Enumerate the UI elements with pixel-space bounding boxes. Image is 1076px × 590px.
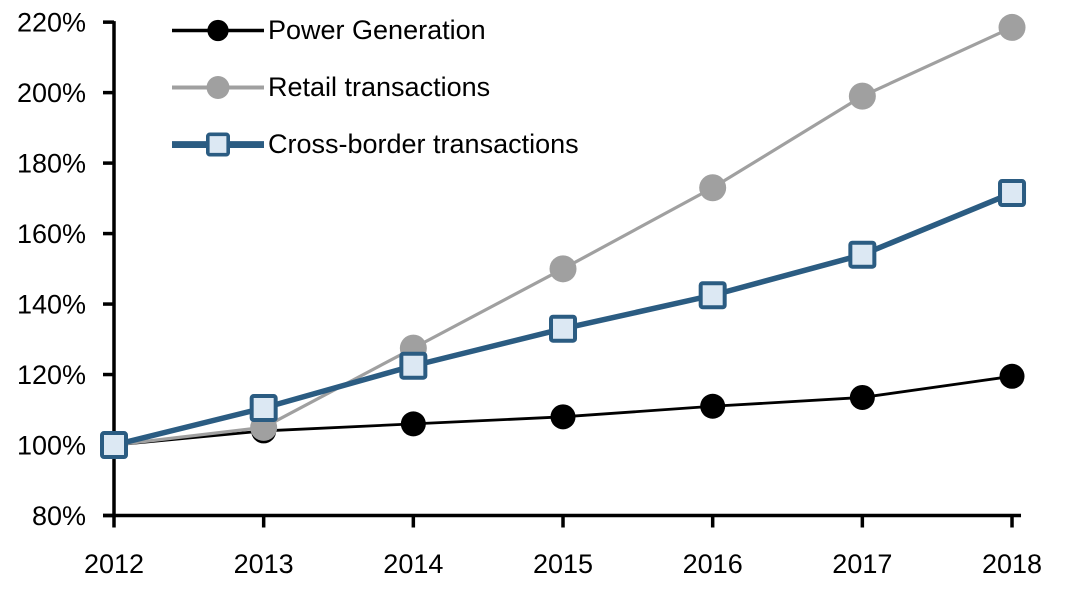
- x-axis-label: 2014: [383, 549, 443, 579]
- y-axis-label: 220%: [17, 8, 86, 38]
- marker-power-generation-2015: [550, 404, 576, 430]
- marker-cross-border-transactions-2016: [698, 281, 727, 310]
- marker-power-generation-2017: [849, 384, 875, 410]
- marker-power-generation-2014: [400, 411, 426, 437]
- x-axis-label: 2015: [533, 549, 593, 579]
- legend-item-power-generation: Power Generation: [170, 2, 579, 59]
- y-axis-label: 200%: [17, 78, 86, 108]
- legend-marker-power-generation: [207, 19, 229, 42]
- marker-retail-transactions-2015: [549, 255, 577, 283]
- x-axis-label: 2018: [982, 549, 1042, 579]
- y-axis-label: 140%: [17, 290, 86, 320]
- legend-marker-cross-border-transactions: [205, 132, 230, 157]
- legend-item-cross-border-transactions: Cross-border transactions: [170, 116, 579, 173]
- x-axis-label: 2016: [683, 549, 743, 579]
- marker-cross-border-transactions-2018: [998, 179, 1027, 208]
- y-axis-label: 100%: [17, 431, 86, 461]
- series-cross-border-transactions: [100, 179, 1027, 460]
- marker-retail-transactions-2017: [848, 82, 876, 110]
- legend-item-retail-transactions: Retail transactions: [170, 59, 579, 116]
- marker-power-generation-2016: [700, 393, 726, 419]
- legend-label-cross-border-transactions: Cross-border transactions: [268, 129, 579, 159]
- legend-label-power-generation: Power Generation: [268, 15, 486, 45]
- marker-retail-transactions-2016: [699, 174, 727, 202]
- x-axis-label: 2017: [832, 549, 892, 579]
- marker-cross-border-transactions-2015: [549, 314, 578, 343]
- x-axis-label: 2012: [84, 549, 144, 579]
- marker-power-generation-2018: [999, 363, 1025, 389]
- marker-cross-border-transactions-2012: [100, 431, 128, 460]
- marker-cross-border-transactions-2017: [848, 240, 877, 269]
- legend-swatch-power-generation: [172, 19, 264, 42]
- y-axis-label: 160%: [17, 219, 86, 249]
- marker-retail-transactions-2018: [998, 13, 1026, 41]
- legend-label-retail-transactions: Retail transactions: [268, 72, 491, 102]
- y-axis-label: 120%: [17, 360, 86, 390]
- legend-swatch-cross-border-transactions: [172, 132, 264, 157]
- legend-marker-retail-transactions: [206, 76, 230, 99]
- y-axis-label: 180%: [17, 149, 86, 179]
- legend-swatch-retail-transactions: [172, 76, 264, 99]
- marker-cross-border-transactions-2014: [399, 351, 428, 380]
- x-axis-label: 2013: [234, 549, 294, 579]
- y-axis-label: 80%: [32, 501, 86, 531]
- legend: Power Generation Retail transactions Cro…: [170, 2, 579, 173]
- marker-cross-border-transactions-2013: [249, 394, 278, 423]
- series-power-generation: [101, 363, 1025, 458]
